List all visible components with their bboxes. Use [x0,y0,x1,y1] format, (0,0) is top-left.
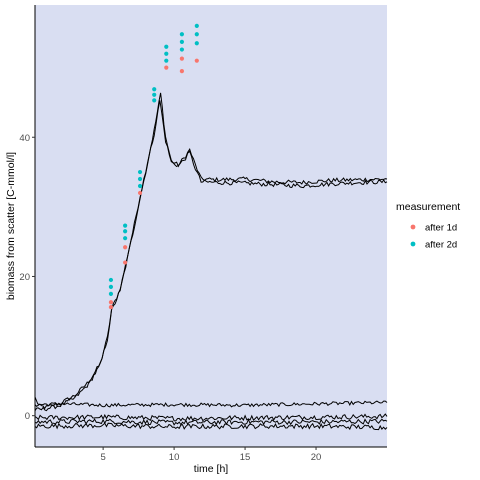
x-axis-title: time [h] [194,463,229,475]
data-point [123,229,128,234]
data-point [137,176,143,182]
data-point [194,32,199,37]
series-line-2 [34,100,388,412]
y-tick-label: 20 [19,272,30,283]
data-point [164,58,169,63]
data-point [108,300,114,305]
data-point [179,47,185,52]
data-point [108,284,114,290]
axis-ticks: 5 10 15 20 0 20 40 [19,133,321,463]
data-point [164,51,169,56]
data-point [137,190,143,196]
y-axis-title: biomass from scatter [C-mmol/l] [5,152,17,300]
data-point [108,291,114,296]
legend-label: after 1d [425,223,457,234]
data-point [194,41,199,46]
series-line-3 [34,396,388,408]
data-point [179,69,185,74]
data-point [108,277,114,283]
data-point [179,56,185,61]
data-point [137,169,143,175]
legend-title: measurement [396,201,460,213]
series-line-6 [34,422,388,431]
data-point [164,65,169,70]
data-point [179,39,185,44]
data-point [152,92,157,97]
legend-key [410,241,416,247]
data-point [123,223,128,228]
data-point [194,58,199,63]
plot-panel [35,5,387,447]
data-point [152,87,157,92]
legend: measurement after 1d after 2d [396,201,460,251]
legend-label: after 2d [425,240,457,251]
series-lines [34,92,388,431]
x-tick-label: 5 [100,452,105,463]
series-line-5 [34,418,388,426]
legend-key [410,224,416,230]
series-line-4 [34,413,388,422]
data-point [123,260,128,265]
data-point [164,44,169,49]
axes [34,5,387,448]
data-point [123,236,128,241]
data-point [137,183,143,189]
data-point [108,304,114,310]
x-tick-label: 15 [240,452,251,463]
series-line-1 [34,92,388,410]
y-tick-label: 0 [25,411,30,422]
data-point [123,245,128,250]
x-tick-label: 10 [169,452,180,463]
data-point [152,98,157,103]
x-tick-label: 20 [311,452,322,463]
data-point [194,23,199,28]
data-point [179,32,185,37]
data-points [108,23,199,310]
y-tick-label: 40 [19,133,30,144]
